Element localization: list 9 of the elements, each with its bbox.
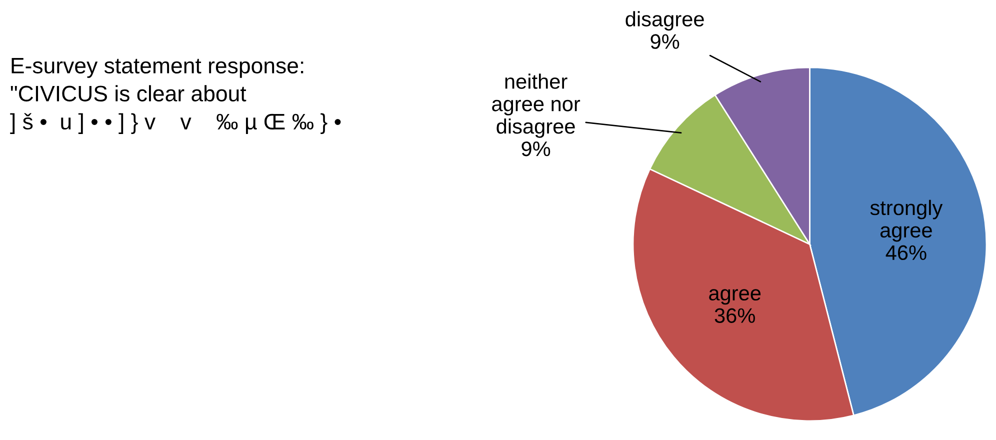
- text: E-survey statement response: "CIVICUS is clear about ] š • u ] • • ] } v v ‰ µ Œ ‰ } •: [10, 58, 341, 134]
- slice-label: agree: [709, 289, 761, 305]
- slice-label: strongly agree: [870, 200, 943, 242]
- data-label: 9%: [650, 34, 680, 49]
- data-label: 46%: [886, 245, 926, 260]
- data-label: 9%: [522, 141, 550, 156]
- slice-label: disagree: [626, 11, 704, 31]
- slice-label: neither agree nor disagree: [492, 74, 580, 138]
- data-label: 36%: [714, 308, 755, 323]
